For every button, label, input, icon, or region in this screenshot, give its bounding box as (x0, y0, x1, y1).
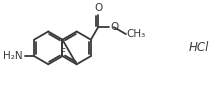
Text: H₂N: H₂N (3, 51, 23, 61)
Text: F: F (59, 48, 65, 58)
Text: CH₃: CH₃ (127, 29, 146, 39)
Text: HCl: HCl (189, 41, 210, 54)
Text: O: O (94, 3, 102, 13)
Text: O: O (110, 22, 119, 32)
